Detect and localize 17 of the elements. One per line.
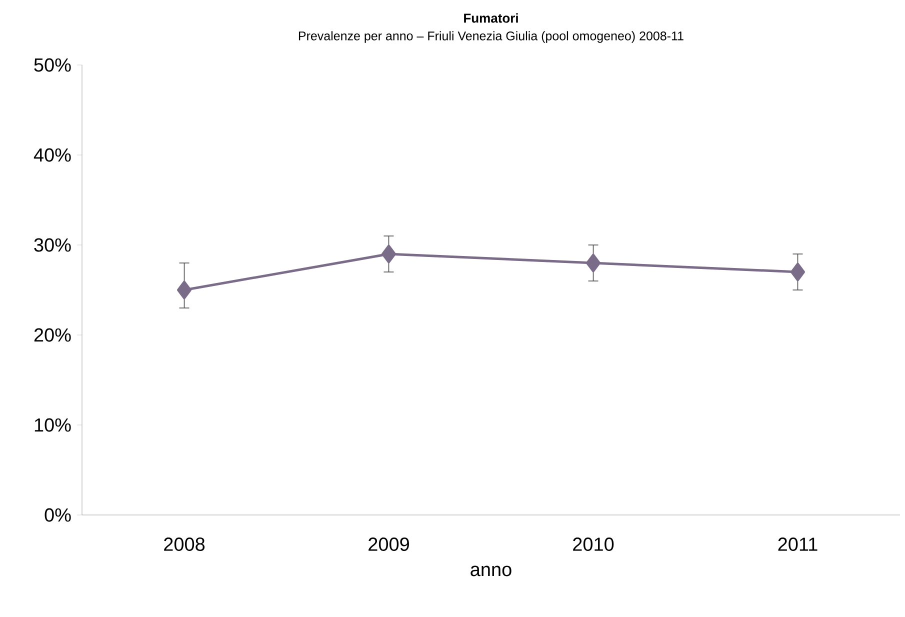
point [382,244,396,264]
chart-title: Fumatori [464,13,518,23]
point [586,254,601,272]
y-tick-label: 20% [34,328,71,342]
y-tick-label: 10% [34,418,71,432]
x-axis-title: anno [470,566,512,576]
x-tick-label: 2010 [573,538,614,551]
x-tick-label: 2009 [368,538,409,551]
y-tick-label: 40% [34,148,71,162]
y-tick-label: 0% [44,508,71,522]
y-tick-label: 30% [34,238,71,252]
x-tick-label: 2011 [778,538,818,551]
chart-subtitle: Prevalenze per anno – Friuli Venezia Giulia (pool omogeneo) 2008-11 [298,31,684,43]
point [177,280,192,300]
point [790,262,806,282]
x-tick-label: 2008 [164,538,205,551]
y-tick-label: 50% [34,58,71,72]
